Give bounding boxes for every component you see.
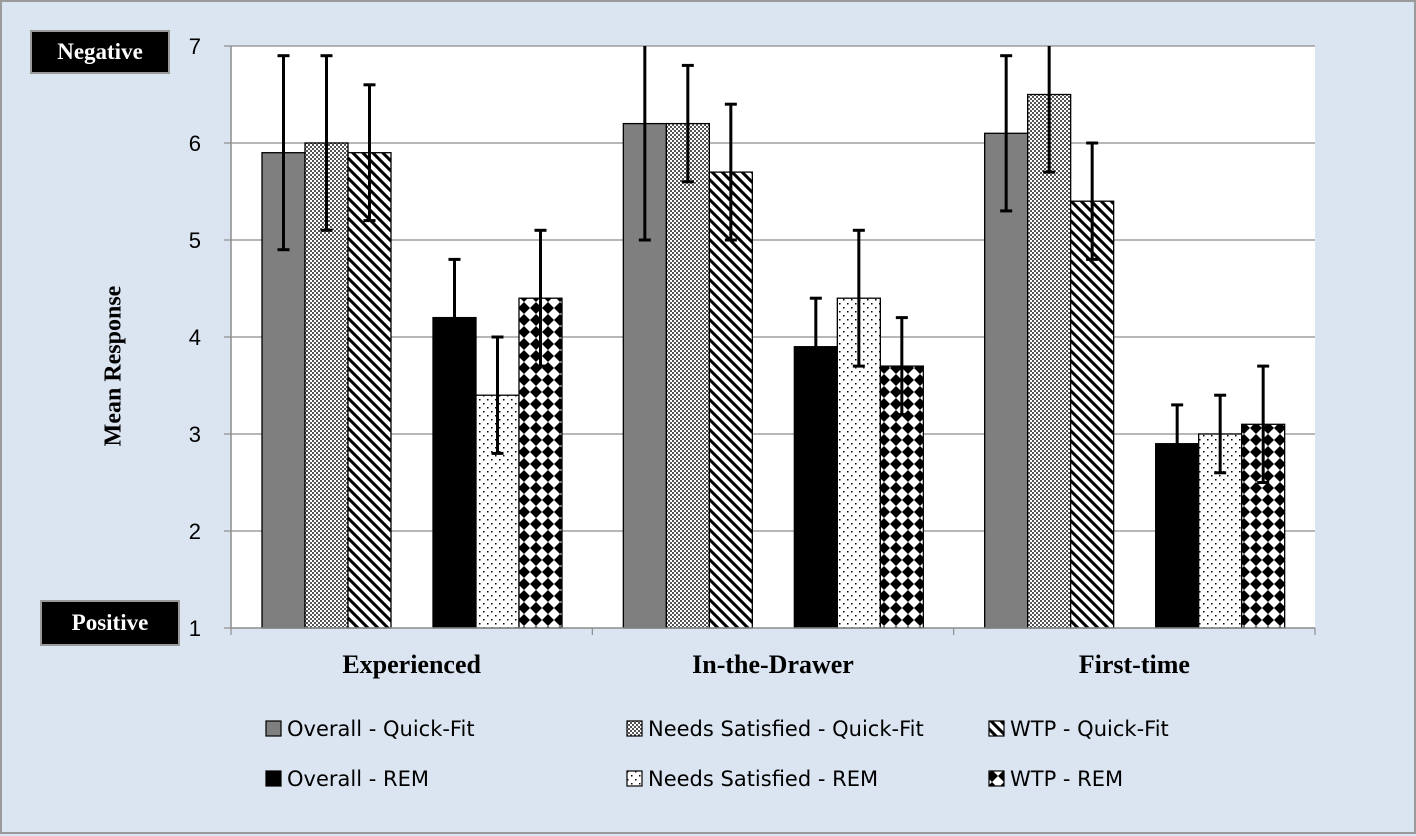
category-label: First-time <box>1079 650 1190 679</box>
legend-swatch <box>626 770 643 787</box>
axes: 1 2 3 4 5 6 7 Experienced In-the-Drawer First-tim… <box>189 34 1316 679</box>
y-axis-label: Mean Response <box>100 285 127 447</box>
bar <box>665 122 710 629</box>
category-label: In-the-Drawer <box>692 650 854 679</box>
legend-swatch <box>265 770 282 787</box>
legend-label: Needs Satisfied - REM <box>648 767 878 791</box>
legend-swatch <box>626 720 643 737</box>
category-label: Experienced <box>342 650 481 679</box>
legend-swatch <box>265 720 282 737</box>
legend-swatch <box>988 770 1005 787</box>
negative-badge: Negative <box>30 30 170 74</box>
legend-swatch <box>988 720 1005 737</box>
error-bars <box>277 46 1270 484</box>
bar <box>708 171 753 629</box>
bar <box>879 365 924 629</box>
y-tick-label: 2 <box>189 519 201 544</box>
bar <box>1027 93 1072 629</box>
positive-badge: Positive <box>40 600 180 646</box>
y-tick-label: 4 <box>189 325 201 350</box>
y-tick-label: 3 <box>189 422 201 447</box>
legend-label: Needs Satisfied - Quick-Fit <box>648 717 924 741</box>
y-tick-label: 5 <box>189 228 201 253</box>
y-tick-label: 7 <box>189 34 201 59</box>
bar <box>1070 200 1115 629</box>
legend-label: WTP - REM <box>1010 767 1123 791</box>
bars <box>261 93 1286 629</box>
legend-label: Overall - Quick-Fit <box>287 717 475 741</box>
legend: Overall - Quick-Fit Needs Satisfied - Qui… <box>265 717 1169 791</box>
legend-label: WTP - Quick-Fit <box>1010 717 1169 741</box>
bar <box>347 152 392 629</box>
y-tick-label: 1 <box>189 616 201 641</box>
y-tick-label: 6 <box>189 131 201 156</box>
legend-label: Overall - REM <box>287 767 429 791</box>
grid-lines <box>231 45 1315 532</box>
